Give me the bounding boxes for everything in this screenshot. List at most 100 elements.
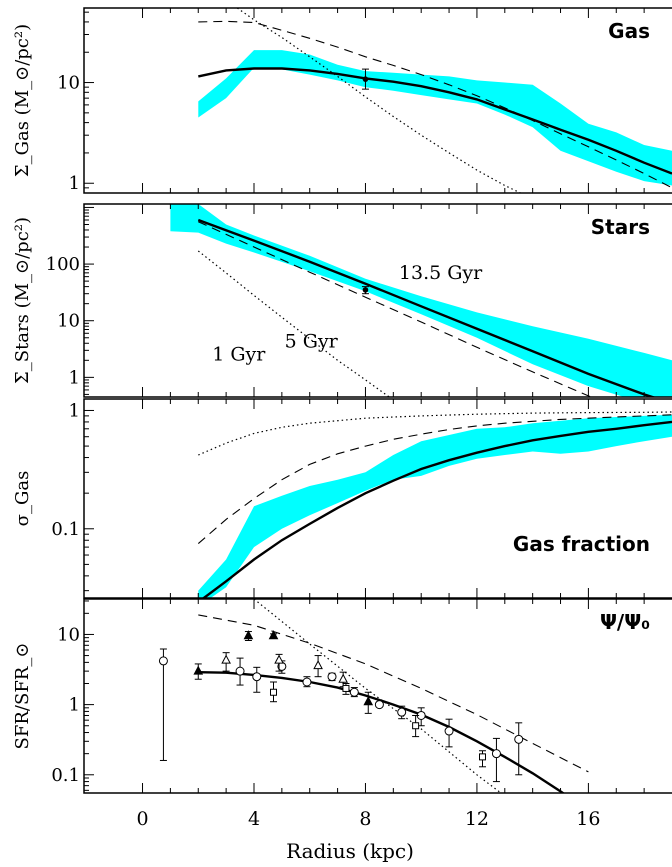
panel-frame xyxy=(83,598,672,794)
panel-title: Stars xyxy=(591,215,650,239)
marker xyxy=(374,700,384,710)
marker xyxy=(338,673,348,683)
marker xyxy=(274,654,284,664)
data-point-filled-triangle xyxy=(268,630,279,640)
data-point-open-circle xyxy=(444,718,454,748)
series-dashed-line xyxy=(198,614,589,773)
panel-4: 0.1 1 10 Ψ/Ψ₀ SFR/SFR_⊙ xyxy=(12,598,672,794)
marker xyxy=(363,696,374,706)
series-dotted-line xyxy=(253,599,502,793)
marker xyxy=(349,687,359,697)
x-tick-label: 8 xyxy=(359,808,371,830)
panel-3: 0.1 1 Gas fraction σ_Gas xyxy=(12,398,672,599)
panel-title: Ψ/Ψ₀ xyxy=(600,610,650,634)
y-tick-label: 0.1 xyxy=(51,519,80,540)
marker xyxy=(444,726,454,736)
data-point-open-circle xyxy=(252,666,262,693)
panel-frame xyxy=(83,203,672,398)
data-point-open-square xyxy=(269,681,277,703)
data-point-open-circle xyxy=(514,722,524,776)
data-point-open-square xyxy=(479,750,487,768)
y-tick-label: 10 xyxy=(57,624,80,645)
curve-annotation: 1 Gyr xyxy=(212,343,266,365)
x-tick-label: 16 xyxy=(576,808,600,830)
marker xyxy=(313,660,323,670)
marker xyxy=(268,630,279,640)
marker xyxy=(193,665,204,675)
y-tick-label: 10 xyxy=(57,73,80,94)
marker xyxy=(327,672,337,682)
curve-annotation: 13.5 Gyr xyxy=(399,262,483,284)
data-point-open-triangle xyxy=(338,671,348,688)
marker xyxy=(514,734,524,744)
y-tick-label: 100 xyxy=(46,254,80,275)
data-point-open-circle xyxy=(327,672,337,682)
plot-area-4 xyxy=(158,599,589,793)
x-axis-label: Radius (kpc) xyxy=(286,839,414,863)
series-solid-line xyxy=(201,420,672,598)
data-point-filled-circle xyxy=(361,68,369,90)
y-tick-label: 1 xyxy=(69,173,80,194)
y-tick-label: 1 xyxy=(69,400,80,421)
series-dashed-line xyxy=(198,20,672,189)
panel-1: 1 10 Gas Σ_Gas (M_⊙/pc²) xyxy=(12,7,672,194)
plot-area-1 xyxy=(198,8,672,193)
data-point-open-circle xyxy=(235,657,245,686)
model-range-band xyxy=(170,204,672,397)
data-point-open-circle xyxy=(302,676,312,688)
panel-frame xyxy=(83,7,672,194)
series-solid-line xyxy=(198,67,672,175)
data-point-filled-triangle xyxy=(243,630,254,641)
data-point-open-triangle xyxy=(221,652,231,672)
x-tick-label: 12 xyxy=(465,808,489,830)
data-point-filled-triangle xyxy=(363,691,374,714)
data-point-filled-circle xyxy=(361,286,369,295)
y-tick-label: 1 xyxy=(69,367,80,388)
marker xyxy=(342,684,350,692)
marker xyxy=(252,672,262,682)
series-solid-line xyxy=(197,218,657,397)
series-dotted-line xyxy=(236,8,522,193)
marker xyxy=(479,753,487,761)
panel-title: Gas fraction xyxy=(513,532,650,556)
model-range-band xyxy=(198,414,672,598)
curve-annotation: 5 Gyr xyxy=(285,330,339,352)
data-point-open-circle xyxy=(374,700,384,710)
panel-title: Gas xyxy=(608,19,650,43)
marker xyxy=(221,654,231,664)
series-dashed-line xyxy=(198,221,593,397)
marker xyxy=(491,749,501,759)
y-tick-label: 10 xyxy=(57,311,80,332)
x-tick-label: 4 xyxy=(248,808,260,830)
marker xyxy=(269,688,277,696)
marker xyxy=(362,76,369,82)
y-axis-label: Σ_Stars (M_⊙/pc²) xyxy=(12,217,33,384)
series-dotted-line xyxy=(198,411,672,456)
marker xyxy=(397,707,407,717)
data-point-open-circle xyxy=(349,687,359,698)
y-tick-label: 1 xyxy=(69,695,80,716)
plot-area-2 xyxy=(170,204,672,397)
data-point-open-triangle xyxy=(274,653,284,672)
marker xyxy=(302,677,312,687)
y-axis-label: SFR/SFR_⊙ xyxy=(12,643,33,750)
panel-2: 1 10 100 Stars Σ_Stars (M_⊙/pc²) 13.5 Gyr 5 Gy… xyxy=(12,203,672,398)
marker xyxy=(235,666,245,676)
data-point-open-circle xyxy=(397,705,407,720)
series-dashed-line xyxy=(197,414,672,545)
y-axis-label: σ_Gas xyxy=(12,471,33,527)
data-point-filled-triangle xyxy=(193,663,204,680)
marker xyxy=(362,287,369,293)
plot-area-3 xyxy=(197,411,672,598)
x-tick-label: 0 xyxy=(136,808,148,830)
data-point-open-circle xyxy=(158,648,168,761)
data-point-open-square xyxy=(342,682,350,695)
y-tick-label: 0.1 xyxy=(51,765,80,786)
panel-frame xyxy=(83,398,672,599)
y-axis-label: Σ_Gas (M_⊙/pc²) xyxy=(12,24,33,177)
data-point-open-triangle xyxy=(313,655,323,678)
model-range-band xyxy=(198,50,672,186)
marker xyxy=(243,630,254,640)
data-point-open-square xyxy=(412,714,420,738)
